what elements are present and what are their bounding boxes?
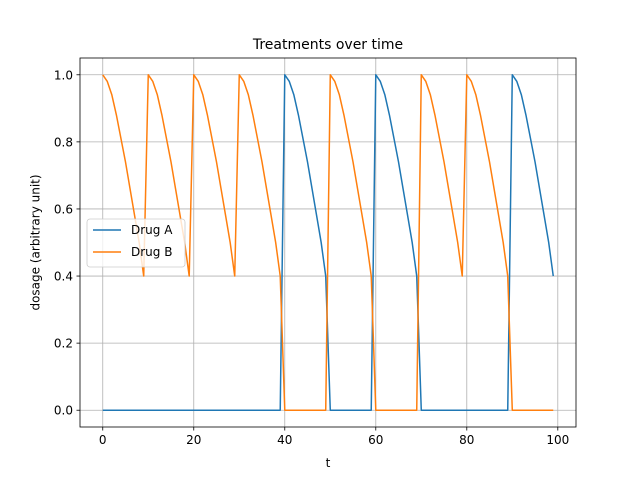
y-tick-label: 0.0 — [54, 404, 73, 418]
chart-title: Treatments over time — [252, 37, 403, 53]
series-line-drug-b — [102, 74, 554, 411]
x-tick-label: 100 — [546, 433, 569, 447]
series-line-drug-a — [102, 74, 554, 411]
legend-box — [86, 218, 186, 268]
plot-frame — [79, 57, 577, 428]
x-tick-label: 40 — [277, 433, 292, 447]
x-tick-label: 80 — [459, 433, 474, 447]
series-layer — [102, 74, 554, 411]
y-tick-label: 0.8 — [54, 135, 73, 149]
legend-label-drug-b: Drug B — [131, 245, 172, 259]
x-tick-label: 60 — [368, 433, 383, 447]
x-tick-label: 20 — [186, 433, 201, 447]
legend-label-drug-a: Drug A — [131, 223, 173, 237]
x-tick-label: 0 — [99, 433, 107, 447]
x-axis-label: t — [326, 456, 331, 470]
y-tick-label: 0.6 — [54, 202, 73, 216]
axis-ticks: 0 20 40 60 80 100 0.0 0.2 0.4 0.6 0.8 1.0 — [54, 68, 569, 447]
legend: Drug A Drug B — [86, 218, 186, 268]
y-tick-label: 1.0 — [54, 68, 73, 82]
y-axis-label: dosage (arbitrary unit) — [29, 174, 43, 310]
y-tick-label: 0.2 — [54, 337, 73, 351]
y-tick-label: 0.4 — [54, 270, 73, 284]
